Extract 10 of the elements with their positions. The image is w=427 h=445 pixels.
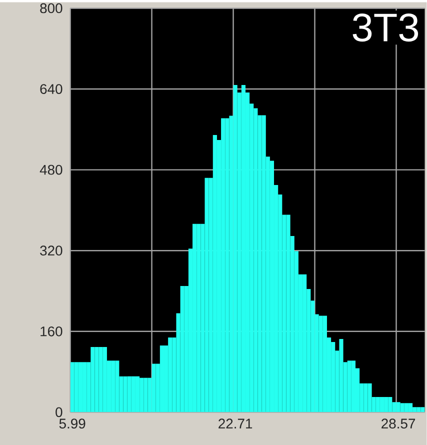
x-tick-label: 5.99 <box>59 418 86 429</box>
x-tick-label: 22.71 <box>218 418 252 428</box>
y-tick-label: 320 <box>40 246 62 256</box>
y-tick-label: 640 <box>40 84 62 94</box>
y-tick-label: 0 <box>56 407 62 418</box>
y-tick-label: 160 <box>40 326 62 336</box>
y-tick-label: 800 <box>40 3 62 14</box>
annotation: 3T3 <box>352 13 418 42</box>
y-tick-label: 480 <box>40 164 62 175</box>
x-tick-label: 28.57 <box>382 418 416 429</box>
